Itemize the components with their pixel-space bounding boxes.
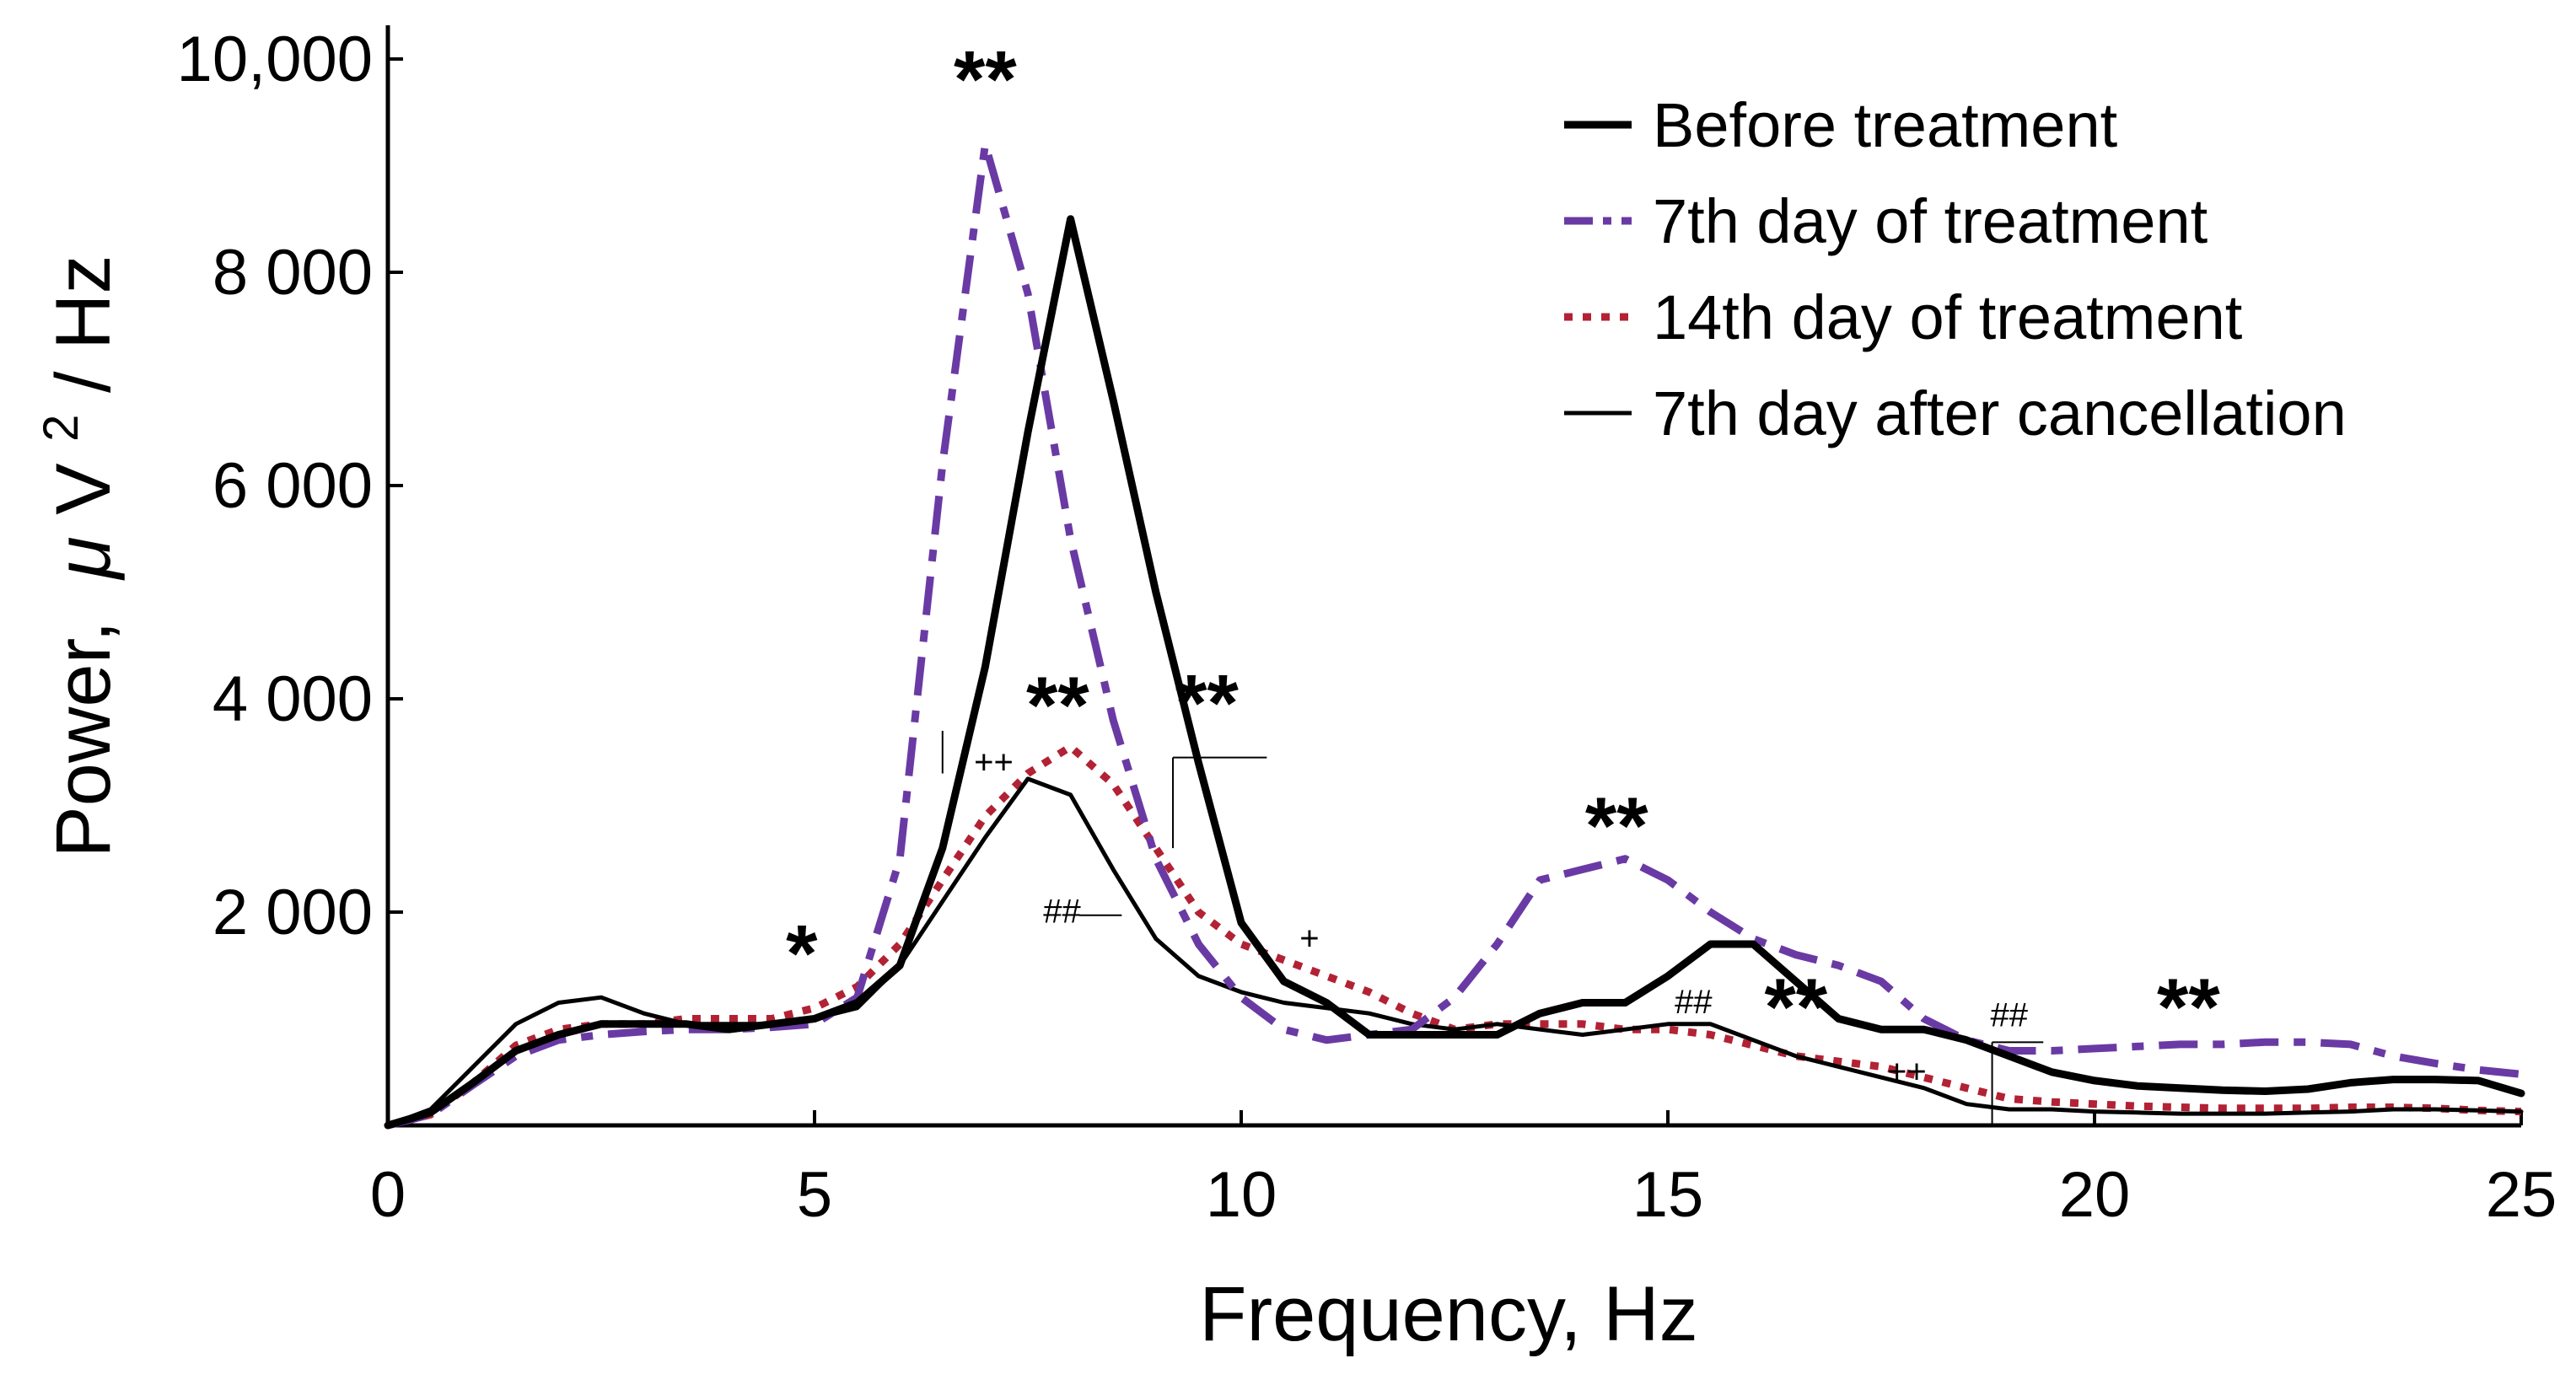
y-axis-title-tail: / Hz bbox=[40, 255, 126, 393]
y-axis-title-mu: μ bbox=[40, 536, 126, 580]
significance-marker: ** bbox=[2157, 962, 2220, 1052]
x-tick-label: 10 bbox=[1206, 1159, 1277, 1231]
y-axis-title: Power, μ V 2 / Hz bbox=[8, 255, 126, 857]
legend-label: Before treatment bbox=[1653, 90, 2118, 160]
x-tick-label: 20 bbox=[2059, 1159, 2131, 1231]
legend-label: 7th day of treatment bbox=[1653, 186, 2208, 256]
significance-marker: ** bbox=[954, 35, 1017, 125]
y-tick-label: 6 000 bbox=[212, 450, 373, 522]
series-layer bbox=[384, 140, 2525, 1130]
significance-marker: + bbox=[1299, 920, 1319, 957]
x-tick-label: 25 bbox=[2486, 1159, 2557, 1231]
significance-marker: ++ bbox=[974, 744, 1014, 781]
significance-marker: ## bbox=[1043, 894, 1081, 931]
y-axis-title-main: Power, bbox=[40, 620, 126, 857]
y-axis-title-superscript: 2 bbox=[34, 415, 89, 442]
x-tick-label: 0 bbox=[370, 1159, 406, 1231]
significance-marker: ** bbox=[1764, 962, 1827, 1052]
y-tick-label: 8 000 bbox=[212, 237, 373, 309]
legend-label: 7th day after cancellation bbox=[1653, 378, 2347, 448]
series-line-3 bbox=[386, 743, 2522, 1130]
y-tick-label: 10,000 bbox=[177, 24, 373, 95]
axes: 0 5 10 15 20 25 2 000 4 000 6 000 8 000 10,000 bbox=[177, 24, 2557, 1231]
significance-marker: * bbox=[786, 909, 818, 999]
annotation-layer: ***** ****** **++##+##++## bbox=[786, 35, 2220, 1125]
x-axis-title: Frequency, Hz bbox=[1199, 1271, 1697, 1357]
significance-marker: ## bbox=[1675, 984, 1713, 1021]
legend-label: 14th day of treatment bbox=[1653, 282, 2243, 352]
significance-marker: ** bbox=[1026, 660, 1089, 750]
significance-marker: ## bbox=[1991, 996, 2029, 1033]
series-line-1 bbox=[384, 215, 2525, 1130]
y-tick-label: 2 000 bbox=[212, 877, 373, 948]
significance-marker: ++ bbox=[1887, 1053, 1927, 1090]
x-tick-label: 5 bbox=[797, 1159, 832, 1231]
significance-marker: ** bbox=[1175, 658, 1239, 749]
series-line-4 bbox=[385, 776, 2524, 1128]
legend: Before treatment 7th day of treatment 14th… bbox=[1564, 90, 2347, 448]
significance-marker: ** bbox=[1585, 781, 1648, 871]
x-tick-label: 15 bbox=[1632, 1159, 1704, 1231]
y-axis-title-v: V bbox=[40, 463, 126, 514]
y-tick-label: 4 000 bbox=[212, 663, 373, 735]
